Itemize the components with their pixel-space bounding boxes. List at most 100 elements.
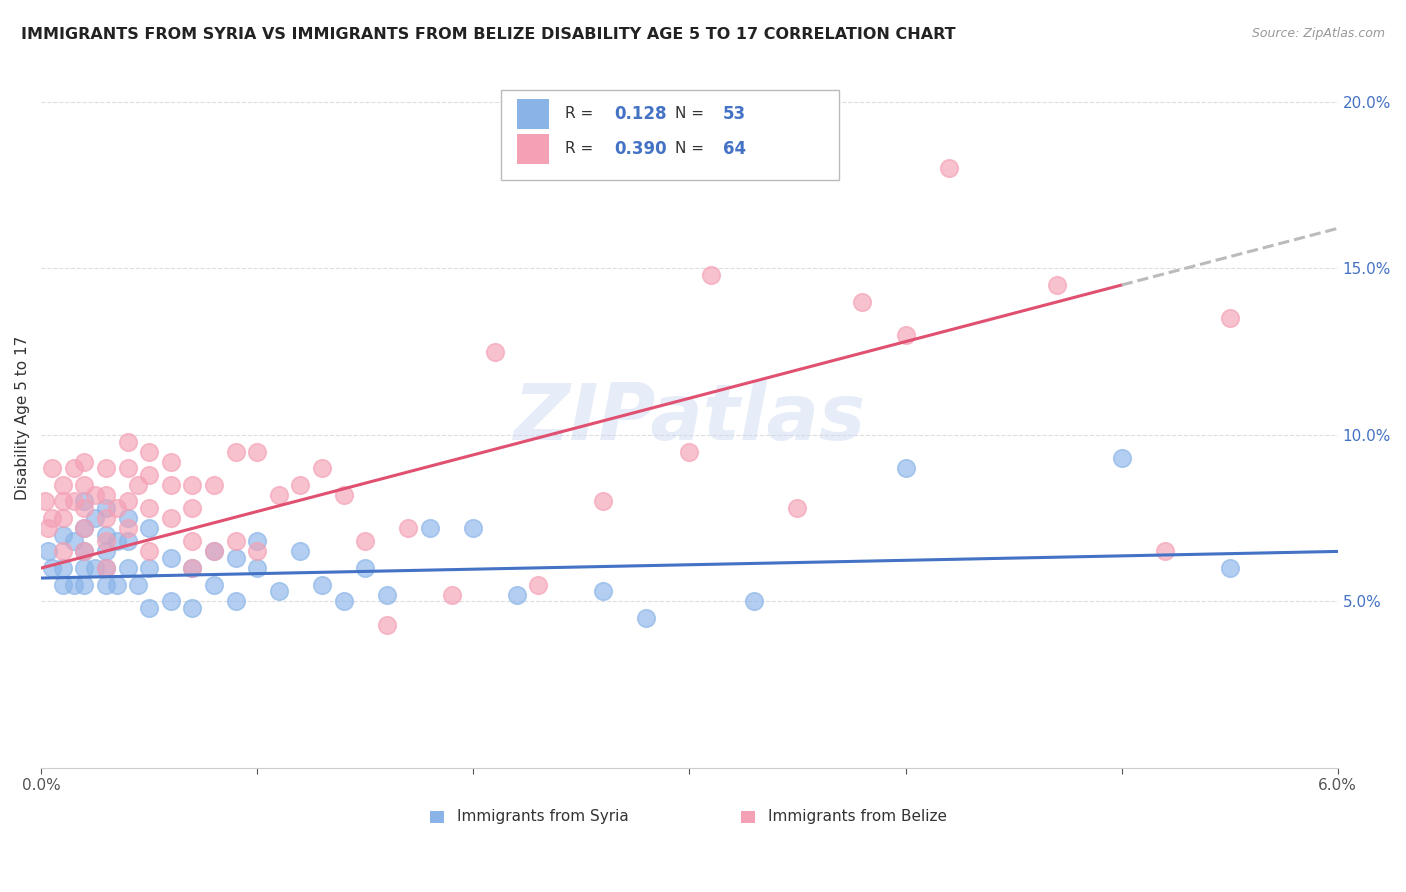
Point — [127, 478, 149, 492]
Point — [592, 584, 614, 599]
Point — [41, 461, 63, 475]
Point — [138, 544, 160, 558]
Point — [246, 544, 269, 558]
Point — [159, 454, 181, 468]
Text: N =: N = — [675, 142, 709, 156]
Text: ZIPatlas: ZIPatlas — [513, 380, 866, 456]
Point — [225, 551, 247, 566]
Point — [52, 528, 75, 542]
Point — [84, 511, 107, 525]
Point — [159, 478, 181, 492]
Point — [84, 488, 107, 502]
Point — [1111, 451, 1133, 466]
Point — [181, 561, 204, 575]
Point — [354, 534, 377, 549]
Point — [894, 461, 917, 475]
Point — [375, 588, 398, 602]
Point — [41, 511, 63, 525]
Point — [225, 594, 247, 608]
Point — [73, 478, 96, 492]
Text: R =: R = — [565, 142, 598, 156]
Point — [159, 594, 181, 608]
Point — [159, 511, 181, 525]
Point — [52, 578, 75, 592]
Point — [52, 544, 75, 558]
Point — [73, 544, 96, 558]
Point — [41, 561, 63, 575]
Point — [37, 521, 59, 535]
Point — [117, 521, 139, 535]
Point — [592, 494, 614, 508]
Point — [290, 544, 312, 558]
Point — [52, 478, 75, 492]
Point — [440, 588, 463, 602]
Point — [700, 268, 723, 282]
Point — [267, 488, 290, 502]
FancyBboxPatch shape — [517, 135, 550, 163]
Point — [332, 488, 354, 502]
Point — [117, 534, 139, 549]
Point — [225, 534, 247, 549]
Point — [94, 544, 117, 558]
Point — [52, 494, 75, 508]
Point — [181, 561, 204, 575]
Text: 53: 53 — [723, 105, 747, 123]
Point — [1154, 544, 1177, 558]
FancyBboxPatch shape — [741, 811, 755, 823]
Point — [138, 601, 160, 615]
Point — [246, 561, 269, 575]
FancyBboxPatch shape — [502, 89, 838, 180]
Text: 64: 64 — [723, 140, 747, 158]
Point — [94, 528, 117, 542]
Point — [62, 578, 84, 592]
Point — [202, 544, 225, 558]
Point — [62, 534, 84, 549]
Point — [73, 454, 96, 468]
Point — [84, 561, 107, 575]
Point — [894, 328, 917, 343]
Point — [138, 467, 160, 482]
Point — [398, 521, 420, 535]
FancyBboxPatch shape — [430, 811, 444, 823]
Point — [332, 594, 354, 608]
Point — [62, 494, 84, 508]
Text: IMMIGRANTS FROM SYRIA VS IMMIGRANTS FROM BELIZE DISABILITY AGE 5 TO 17 CORRELATI: IMMIGRANTS FROM SYRIA VS IMMIGRANTS FROM… — [21, 27, 956, 42]
Point — [419, 521, 441, 535]
Point — [73, 521, 96, 535]
Point — [1046, 278, 1069, 293]
Point — [159, 551, 181, 566]
Point — [851, 294, 873, 309]
Point — [94, 534, 117, 549]
Point — [73, 544, 96, 558]
Point — [202, 478, 225, 492]
Text: Immigrants from Belize: Immigrants from Belize — [768, 809, 948, 824]
FancyBboxPatch shape — [517, 99, 550, 128]
Point — [290, 478, 312, 492]
Point — [94, 511, 117, 525]
Point — [138, 561, 160, 575]
Point — [52, 511, 75, 525]
Point — [73, 561, 96, 575]
Point — [225, 444, 247, 458]
Point — [73, 501, 96, 516]
Point — [138, 444, 160, 458]
Point — [117, 461, 139, 475]
Point — [202, 578, 225, 592]
Point — [354, 561, 377, 575]
Y-axis label: Disability Age 5 to 17: Disability Age 5 to 17 — [15, 336, 30, 500]
Point — [105, 578, 128, 592]
Point — [52, 561, 75, 575]
Point — [246, 444, 269, 458]
Point — [94, 488, 117, 502]
Point — [786, 501, 808, 516]
Point — [181, 601, 204, 615]
Point — [73, 521, 96, 535]
Text: 0.390: 0.390 — [614, 140, 666, 158]
Point — [484, 344, 506, 359]
Point — [73, 578, 96, 592]
Point — [94, 578, 117, 592]
Point — [246, 534, 269, 549]
Point — [678, 444, 700, 458]
Point — [117, 511, 139, 525]
Point — [37, 544, 59, 558]
